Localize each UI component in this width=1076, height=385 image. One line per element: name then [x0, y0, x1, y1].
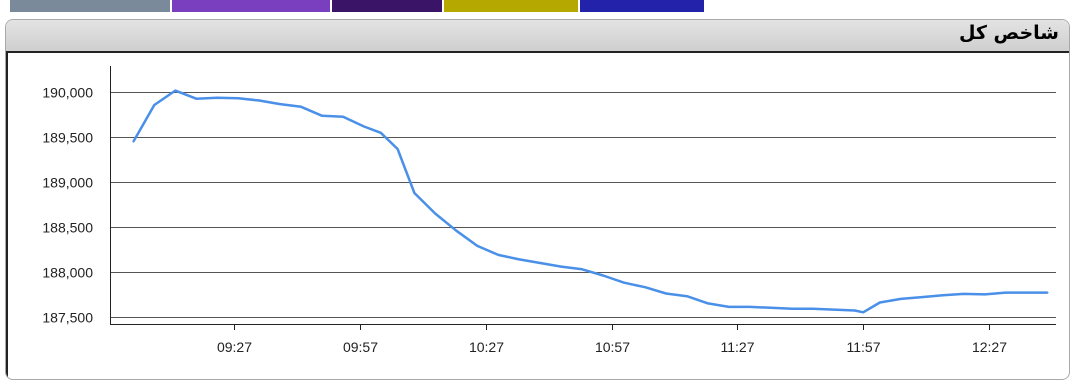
gridlines: [110, 92, 1056, 318]
axes: [110, 66, 1056, 325]
data-point: [833, 308, 835, 311]
data-point: [237, 97, 239, 100]
data-point: [1026, 291, 1028, 294]
index-chart-panel: شاخص کل 09:27 09:57 10:27 10:57 11:27 11:57 12…: [5, 19, 1070, 380]
data-point: [602, 274, 604, 277]
data-point: [434, 212, 437, 215]
data-point: [363, 125, 365, 128]
data-point: [300, 106, 302, 108]
data-point: [942, 294, 944, 297]
data-point: [1046, 291, 1049, 294]
data-point: [195, 97, 198, 100]
data-point: [686, 295, 688, 298]
data-point: [153, 104, 156, 106]
data-point: [812, 307, 814, 310]
data-point: [862, 311, 864, 314]
data-point: [396, 148, 399, 150]
data-point: [380, 132, 382, 134]
data-point: [321, 115, 323, 117]
data-point: [854, 309, 856, 312]
series-line: [132, 89, 1048, 314]
data-point: [728, 306, 730, 308]
data-point: [560, 265, 562, 268]
data-point: [707, 302, 709, 305]
series-group: [132, 89, 1049, 314]
strip-chip[interactable]: [580, 0, 704, 12]
y-axis-ticks: 187,500 188,000 188,500 189,000 189,500 190,0…: [42, 85, 93, 326]
strip-chip[interactable]: [444, 0, 578, 12]
y-tick-label: 189,000: [42, 175, 93, 191]
data-point: [665, 292, 667, 295]
line-chart: 09:27 09:57 10:27 10:57 11:27 11:57 12:27 187,…: [42, 66, 1056, 355]
strip-chip[interactable]: [172, 0, 330, 12]
data-point: [539, 262, 541, 264]
data-point: [623, 281, 625, 284]
x-tick-label: 11:57: [847, 339, 881, 355]
strip-chip[interactable]: [332, 0, 442, 12]
x-tick-label: 09:57: [343, 339, 378, 355]
data-point: [963, 293, 965, 295]
data-point: [174, 89, 177, 92]
data-point: [984, 293, 986, 296]
x-tick-label: 10:27: [469, 339, 504, 355]
data-point: [749, 306, 751, 308]
y-tick-label: 189,500: [42, 130, 93, 146]
data-point: [455, 229, 458, 232]
top-strip: [0, 0, 1076, 14]
data-point: [279, 103, 281, 105]
panel-title: شاخص کل: [958, 22, 1059, 44]
data-point: [476, 245, 479, 247]
data-point: [216, 97, 218, 99]
data-point: [1005, 291, 1007, 294]
strip-chip[interactable]: [10, 0, 170, 12]
x-tick-label: 09:27: [217, 339, 252, 355]
data-point: [921, 296, 923, 298]
panel-header: شاخص کل: [6, 20, 1069, 53]
data-point: [258, 99, 260, 102]
panel-left-rule: [6, 53, 8, 379]
x-tick-label: 11:27: [721, 339, 755, 355]
y-tick-label: 188,000: [42, 265, 93, 281]
data-point: [413, 192, 416, 194]
data-point: [644, 286, 646, 289]
data-point: [581, 268, 583, 271]
x-axis-ticks: 09:27 09:57 10:27 10:57 11:27 11:57 12:27: [217, 324, 1007, 355]
y-tick-label: 190,000: [42, 85, 93, 101]
data-point: [497, 254, 500, 256]
data-point: [770, 307, 772, 309]
x-tick-label: 10:57: [595, 339, 630, 355]
data-point: [900, 298, 902, 300]
data-point: [518, 258, 520, 261]
x-tick-label: 12:27: [972, 339, 1007, 355]
data-point: [342, 115, 344, 118]
data-point: [791, 307, 793, 310]
y-tick-label: 188,500: [42, 220, 93, 236]
data-point: [132, 141, 135, 143]
y-tick-label: 187,500: [42, 310, 93, 326]
data-point: [879, 301, 881, 304]
